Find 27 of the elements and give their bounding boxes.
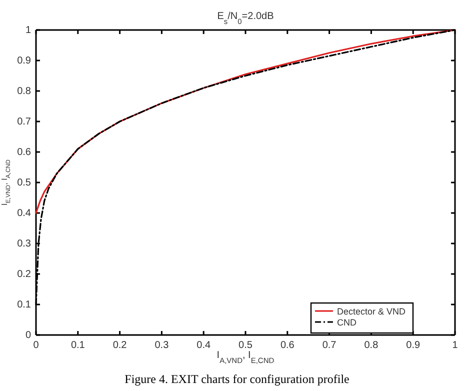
x-tick-label: 0.6	[280, 340, 295, 352]
y-tick-label: 0.2	[17, 269, 32, 280]
legend-label: CND	[337, 318, 357, 328]
y-tick-label: 0.9	[17, 56, 32, 67]
caption: Figure 4. EXIT charts for configuration profile	[124, 372, 350, 386]
y-tick-label: 0	[25, 330, 32, 342]
y-tick-label: 0.5	[17, 178, 32, 189]
x-tick-label: 0.5	[238, 340, 253, 352]
y-tick-label: 0.8	[17, 86, 32, 98]
legend-label: Dectector & VND	[337, 306, 406, 316]
x-tick-label: 0.8	[364, 340, 379, 352]
y-tick-label: 0.3	[17, 238, 32, 250]
y-tick-label: 0.7	[17, 116, 32, 128]
x-tick-label: 0.2	[112, 340, 128, 352]
y-tick-label: 0.4	[17, 208, 32, 220]
x-tick-label: 0.7	[322, 340, 337, 352]
x-axis-title: I$_{A,VND}$, I$_{E,CND}$	[216, 350, 275, 364]
y-tick-label: 1	[25, 25, 32, 36]
x-tick-label: 0.9	[406, 340, 420, 352]
y-tick-label: 0.6	[17, 147, 32, 158]
x-tick-label: 0.1	[70, 340, 86, 352]
x-tick-label: 0.4	[196, 340, 211, 352]
x-tick-label: 0	[33, 340, 40, 352]
x-tick-label: 0.3	[154, 340, 170, 352]
chart-title: E$_{s}$/N$_{0}$=2.0dB	[217, 11, 274, 26]
x-tick-label: 1	[452, 340, 458, 352]
y-tick-label: 0.1	[17, 300, 32, 311]
